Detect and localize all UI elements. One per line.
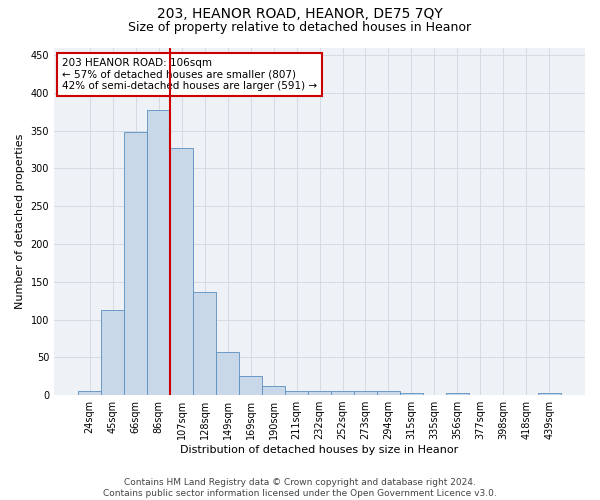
Bar [331, 392, 354, 395]
Bar [78, 392, 101, 395]
Text: 203, HEANOR ROAD, HEANOR, DE75 7QY: 203, HEANOR ROAD, HEANOR, DE75 7QY [157, 8, 443, 22]
X-axis label: Distribution of detached houses by size in Heanor: Distribution of detached houses by size … [181, 445, 458, 455]
Text: 203 HEANOR ROAD: 106sqm
← 57% of detached houses are smaller (807)
42% of semi-d: 203 HEANOR ROAD: 106sqm ← 57% of detache… [62, 58, 317, 91]
Bar [285, 390, 308, 395]
Bar [446, 393, 469, 395]
Bar [193, 292, 216, 395]
Bar [216, 352, 239, 395]
Bar [400, 393, 423, 395]
Bar [262, 386, 285, 395]
Bar [124, 132, 147, 395]
Bar [239, 376, 262, 395]
Bar [354, 392, 377, 395]
Bar [308, 392, 331, 395]
Text: Size of property relative to detached houses in Heanor: Size of property relative to detached ho… [128, 21, 472, 34]
Y-axis label: Number of detached properties: Number of detached properties [15, 134, 25, 309]
Text: Contains HM Land Registry data © Crown copyright and database right 2024.
Contai: Contains HM Land Registry data © Crown c… [103, 478, 497, 498]
Bar [101, 310, 124, 395]
Bar [377, 392, 400, 395]
Bar [170, 148, 193, 395]
Bar [147, 110, 170, 395]
Bar [538, 393, 561, 395]
